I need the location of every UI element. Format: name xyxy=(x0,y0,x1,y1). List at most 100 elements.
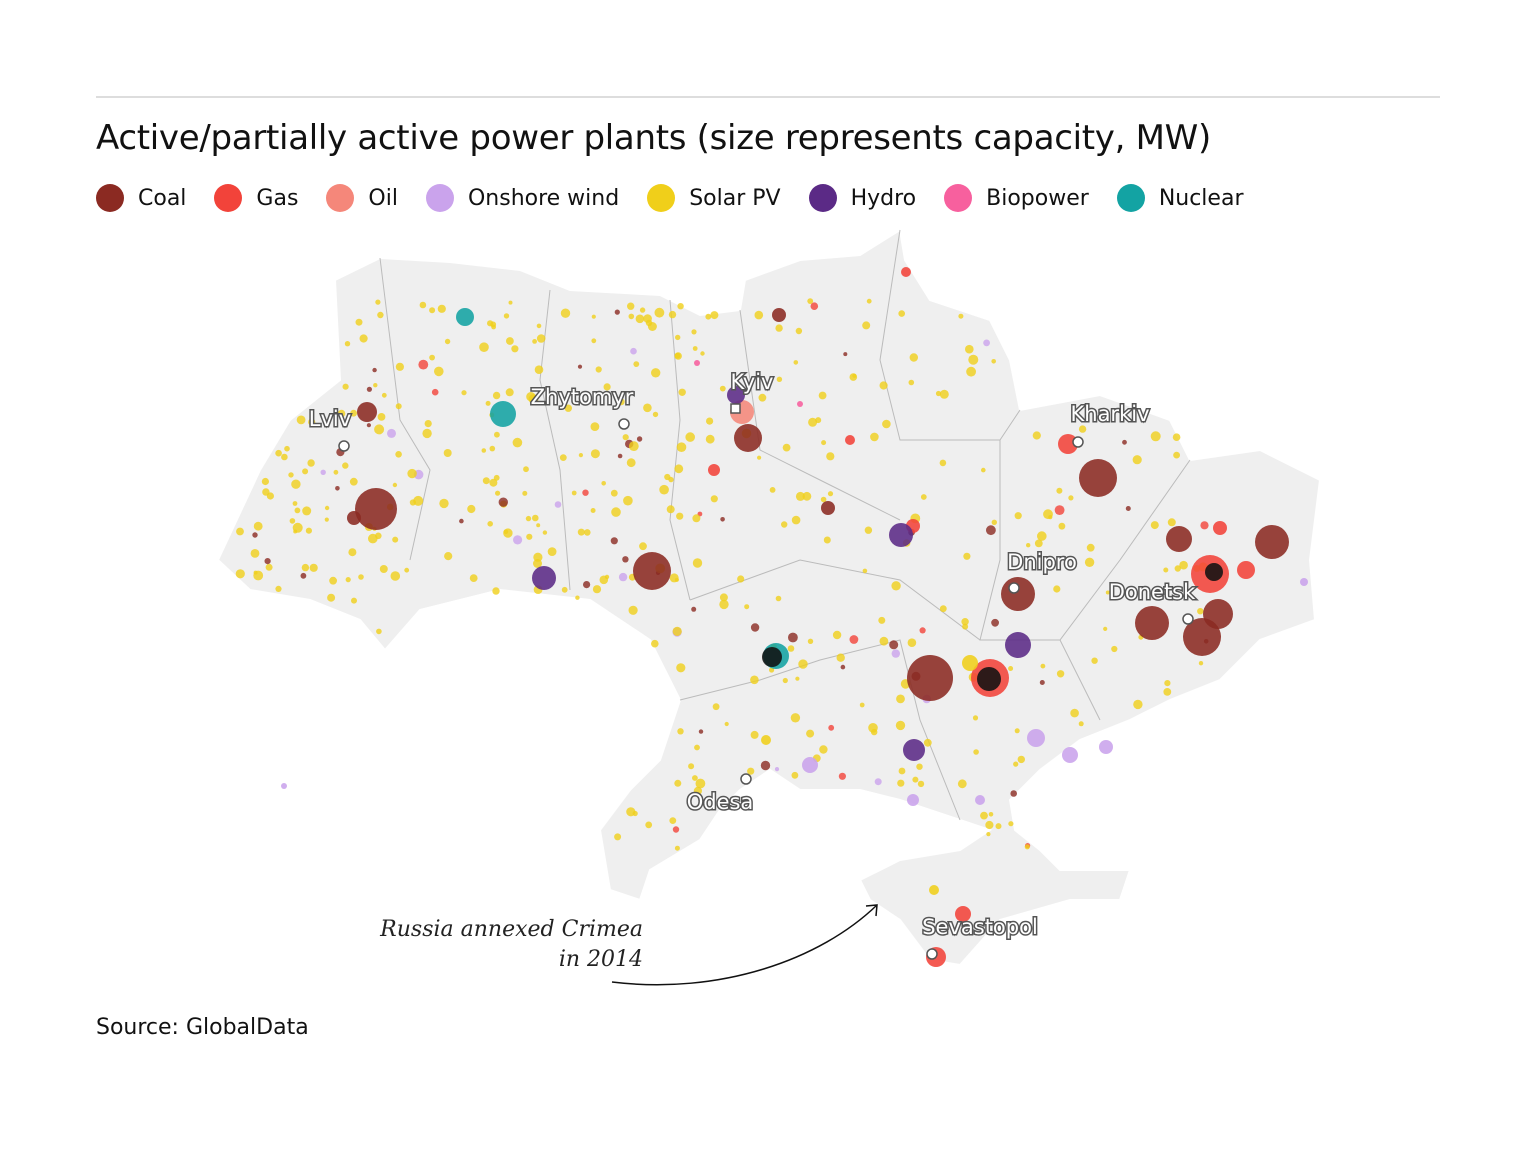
plant-dot xyxy=(935,390,942,397)
plant-dot xyxy=(1099,740,1113,754)
plant-dot xyxy=(577,528,585,536)
plant-dot xyxy=(645,319,653,327)
plant-dot xyxy=(688,763,695,770)
plant-dot xyxy=(1237,561,1255,579)
plant-dot xyxy=(575,595,580,600)
plant-dot xyxy=(1001,577,1035,611)
legend-label: Oil xyxy=(368,185,398,211)
plant-dot xyxy=(1163,688,1172,696)
plant-dot xyxy=(674,464,684,474)
plant-dot xyxy=(889,640,899,650)
plant-dot xyxy=(275,585,282,593)
city-label: Sevastopol xyxy=(922,915,1038,939)
plant-dot xyxy=(422,428,432,439)
plant-dot xyxy=(1086,543,1095,552)
plant-dot xyxy=(296,415,306,425)
plant-dot xyxy=(1084,557,1095,567)
plant-dot xyxy=(350,409,357,417)
plant-dot xyxy=(719,385,726,392)
plant-dot xyxy=(542,530,548,535)
plant-dot xyxy=(611,507,621,517)
plant-dot xyxy=(1037,531,1047,541)
plant-dot xyxy=(266,492,274,500)
plant-dot xyxy=(1205,563,1223,581)
plant-dot xyxy=(980,811,988,820)
legend-label: Onshore wind xyxy=(467,185,620,211)
plant-dot xyxy=(991,359,996,364)
plant-dot xyxy=(623,495,633,506)
plant-dot xyxy=(966,366,976,377)
plant-dot xyxy=(376,628,382,635)
plant-dot xyxy=(995,823,1002,830)
plant-dot xyxy=(720,517,725,522)
plant-dot xyxy=(916,763,923,770)
plant-dot xyxy=(1027,729,1045,747)
plant-dot xyxy=(1008,821,1014,827)
plant-dot xyxy=(988,812,994,817)
plant-dot xyxy=(654,307,665,318)
plant-dot xyxy=(439,498,449,509)
plant-dot xyxy=(939,459,947,467)
city-label: Lviv xyxy=(309,407,351,431)
top-rule xyxy=(96,96,1440,98)
plant-dot xyxy=(392,536,399,543)
plant-dot xyxy=(750,730,759,739)
plant-dot xyxy=(429,307,436,314)
plant-dot xyxy=(289,518,296,524)
plant-dot xyxy=(355,488,397,530)
plant-dot xyxy=(724,721,729,727)
plant-dot xyxy=(734,424,762,452)
plant-dot xyxy=(617,453,623,459)
plant-dot xyxy=(1034,539,1043,548)
legend-swatch xyxy=(214,184,243,212)
plant-dot xyxy=(1132,455,1142,465)
plant-dot xyxy=(1005,632,1031,658)
plant-dot xyxy=(498,497,508,507)
plant-dot xyxy=(645,821,653,829)
plant-dot xyxy=(668,476,674,483)
plant-dot xyxy=(1133,699,1143,710)
plant-dot xyxy=(1078,425,1087,433)
plant-dot xyxy=(284,445,290,452)
plant-dot xyxy=(379,565,388,573)
plant-dot xyxy=(1032,431,1041,440)
annotation: in 2014 xyxy=(559,947,643,972)
plant-dot xyxy=(708,464,720,476)
plant-dot xyxy=(528,394,539,405)
legend-swatch xyxy=(808,184,837,212)
legend: Coal Gas Oil Onshore wind Solar PV Hydro Biopo… xyxy=(96,184,1243,212)
city-marker xyxy=(740,773,752,785)
plant-dot xyxy=(889,523,913,547)
plant-dot xyxy=(750,623,760,632)
plant-dot xyxy=(672,626,682,637)
legend-label: Solar PV xyxy=(689,185,781,211)
plant-dot xyxy=(348,548,357,557)
plant-dot xyxy=(1010,790,1017,797)
plant-dot xyxy=(862,568,868,574)
plant-dot xyxy=(583,581,591,589)
plant-dot xyxy=(459,518,464,524)
plant-dot xyxy=(584,529,591,536)
plant-dot xyxy=(963,552,971,560)
plant-dot xyxy=(991,618,999,627)
plant-dot xyxy=(958,313,964,319)
plant-dot xyxy=(705,313,712,320)
plant-dot xyxy=(878,616,886,624)
plant-dot xyxy=(787,645,795,652)
plant-dot xyxy=(495,490,501,496)
legend-item: Biopower xyxy=(944,184,1089,212)
plant-dot xyxy=(862,321,871,330)
plant-dot xyxy=(668,310,677,319)
plant-dot xyxy=(920,494,927,500)
plant-dot xyxy=(694,360,700,366)
plant-dot xyxy=(635,314,645,324)
plant-dot xyxy=(874,778,882,786)
plant-dot xyxy=(461,390,467,396)
legend-swatch xyxy=(326,184,355,212)
plant-dot xyxy=(977,667,1001,691)
plant-dot xyxy=(281,783,287,789)
plant-dot xyxy=(342,462,349,469)
plant-dot xyxy=(1056,670,1065,678)
plant-dot xyxy=(815,417,822,424)
plant-dot xyxy=(782,443,791,452)
